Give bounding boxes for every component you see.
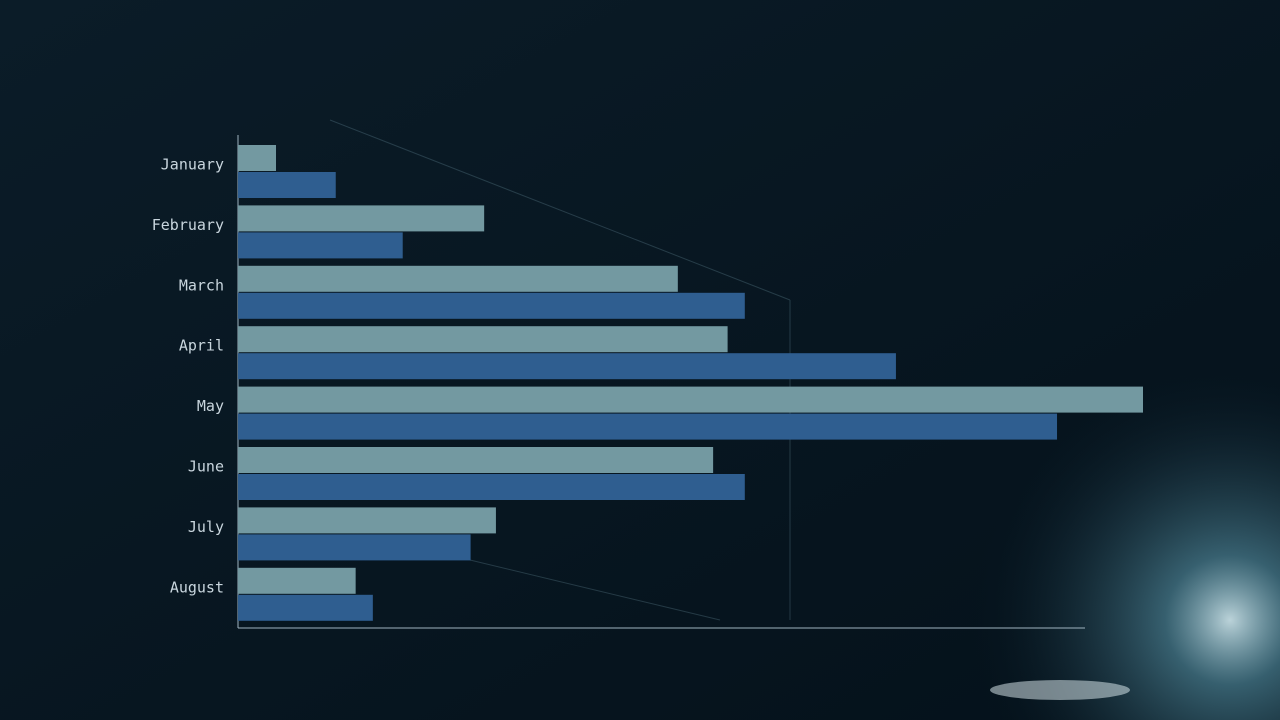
bar	[238, 447, 714, 473]
bar	[238, 534, 471, 561]
bar	[238, 507, 496, 534]
bar	[238, 567, 356, 594]
y-tick-label: May	[197, 397, 224, 415]
bar	[238, 205, 485, 232]
bar	[238, 265, 678, 292]
bar	[238, 292, 745, 319]
y-tick-label: April	[179, 337, 224, 355]
bar	[238, 232, 403, 259]
y-tick-label: July	[188, 518, 224, 536]
y-tick-label: March	[179, 276, 224, 294]
bar	[238, 594, 373, 621]
bar	[238, 172, 336, 198]
bar	[238, 474, 745, 500]
bar	[238, 386, 1143, 413]
y-tick-label: June	[188, 458, 224, 476]
light-flare	[990, 680, 1130, 700]
bar	[238, 326, 728, 353]
bar	[238, 413, 1058, 440]
y-tick-label: February	[152, 216, 224, 234]
bar	[238, 145, 277, 171]
y-tick-label: January	[161, 156, 224, 174]
y-tick-label: August	[170, 578, 224, 596]
bar	[238, 353, 896, 380]
